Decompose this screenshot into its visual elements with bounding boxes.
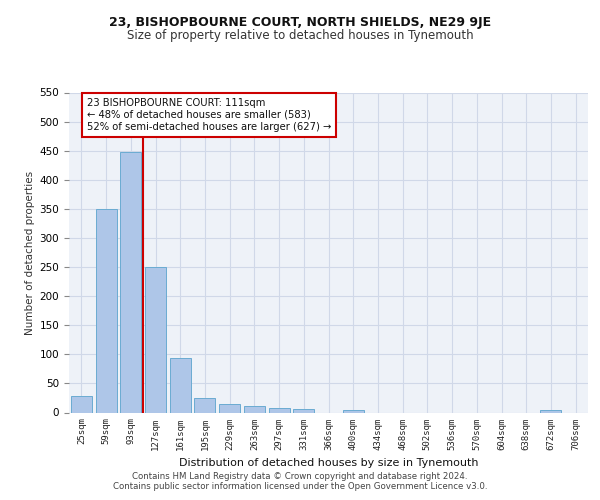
Bar xyxy=(120,152,141,412)
Bar xyxy=(269,408,290,412)
Bar xyxy=(71,396,92,412)
Bar xyxy=(293,409,314,412)
Text: Size of property relative to detached houses in Tynemouth: Size of property relative to detached ho… xyxy=(127,29,473,42)
Bar xyxy=(219,404,240,412)
Bar xyxy=(145,267,166,412)
Text: 23 BISHOPBOURNE COURT: 111sqm
← 48% of detached houses are smaller (583)
52% of : 23 BISHOPBOURNE COURT: 111sqm ← 48% of d… xyxy=(87,98,331,132)
X-axis label: Distribution of detached houses by size in Tynemouth: Distribution of detached houses by size … xyxy=(179,458,478,468)
Text: Contains HM Land Registry data © Crown copyright and database right 2024.
Contai: Contains HM Land Registry data © Crown c… xyxy=(113,472,487,491)
Bar xyxy=(95,209,116,412)
Bar xyxy=(541,410,562,412)
Bar xyxy=(194,398,215,412)
Y-axis label: Number of detached properties: Number of detached properties xyxy=(25,170,35,334)
Bar xyxy=(244,406,265,412)
Text: 23, BISHOPBOURNE COURT, NORTH SHIELDS, NE29 9JE: 23, BISHOPBOURNE COURT, NORTH SHIELDS, N… xyxy=(109,16,491,29)
Bar xyxy=(343,410,364,412)
Bar xyxy=(170,358,191,412)
